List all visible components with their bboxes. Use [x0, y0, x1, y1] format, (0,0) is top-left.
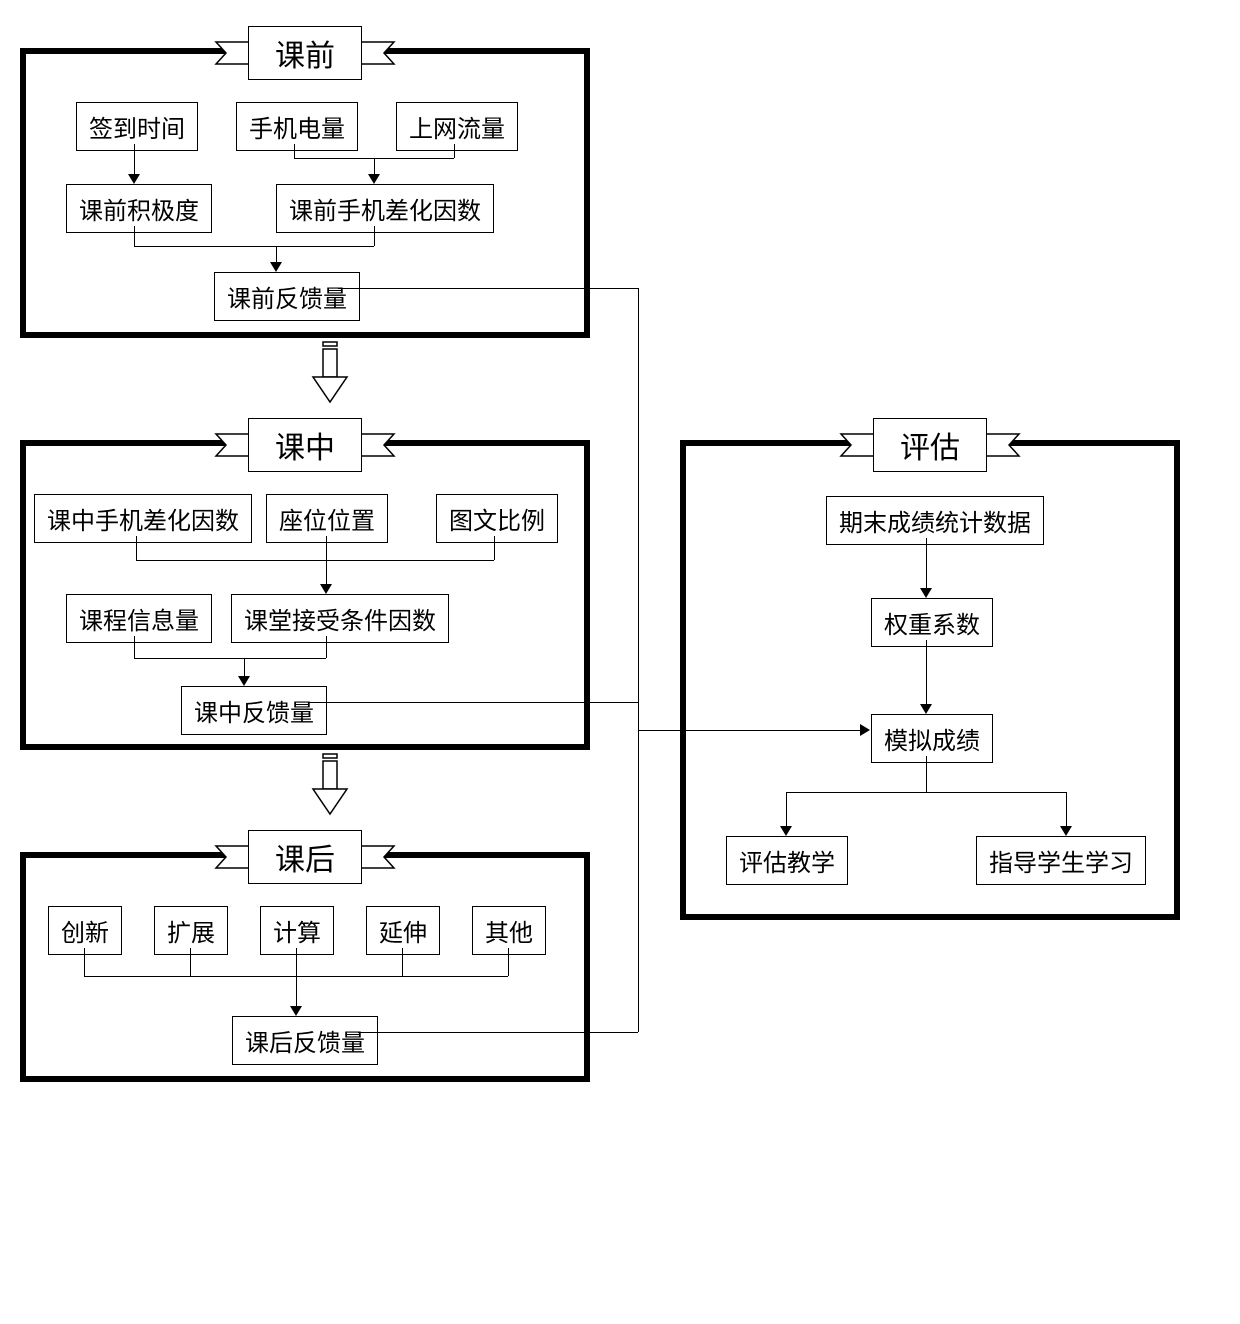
title-pre-class: 课前 [248, 26, 362, 80]
panel-pre-class: 课前 签到时间 手机电量 上网流量 课前积极度 课前手机差化因数 课前反馈量 [20, 48, 590, 338]
title-in-class: 课中 [248, 418, 362, 472]
title-evaluation: 评估 [873, 418, 987, 472]
box-classroom-accept: 课堂接受条件因数 [231, 594, 449, 643]
banner-pre-class: 课前 [206, 26, 404, 80]
box-calculation: 计算 [260, 906, 334, 955]
box-checkin-time: 签到时间 [76, 102, 198, 151]
banner-evaluation: 评估 [831, 418, 1029, 472]
box-innovation: 创新 [48, 906, 122, 955]
box-post-feedback: 课后反馈量 [232, 1016, 378, 1065]
box-course-info: 课程信息量 [66, 594, 212, 643]
banner-post-class: 课后 [206, 830, 404, 884]
box-text-image-ratio: 图文比例 [436, 494, 558, 543]
box-data-usage: 上网流量 [396, 102, 518, 151]
box-seat-position: 座位位置 [266, 494, 388, 543]
box-in-feedback: 课中反馈量 [181, 686, 327, 735]
big-arrow-2 [305, 752, 355, 822]
banner-in-class: 课中 [206, 418, 404, 472]
box-expansion: 扩展 [154, 906, 228, 955]
box-in-phone-factor: 课中手机差化因数 [34, 494, 252, 543]
box-sim-score: 模拟成绩 [871, 714, 993, 763]
panel-in-class: 课中 课中手机差化因数 座位位置 图文比例 课程信息量 课堂接受条件因数 课中反… [20, 440, 590, 750]
box-weight-coef: 权重系数 [871, 598, 993, 647]
box-pre-feedback: 课前反馈量 [214, 272, 360, 321]
title-post-class: 课后 [248, 830, 362, 884]
big-arrow-1 [305, 340, 355, 410]
panel-evaluation: 评估 期末成绩统计数据 权重系数 模拟成绩 评估教学 指导学生学习 [680, 440, 1180, 920]
box-other: 其他 [472, 906, 546, 955]
box-eval-teaching: 评估教学 [726, 836, 848, 885]
box-phone-battery: 手机电量 [236, 102, 358, 151]
box-guide-study: 指导学生学习 [976, 836, 1146, 885]
box-final-stats: 期末成绩统计数据 [826, 496, 1044, 545]
box-pre-phone-factor: 课前手机差化因数 [276, 184, 494, 233]
box-pre-enthusiasm: 课前积极度 [66, 184, 212, 233]
box-extension: 延伸 [366, 906, 440, 955]
panel-post-class: 课后 创新 扩展 计算 延伸 其他 课后反馈量 [20, 852, 590, 1082]
